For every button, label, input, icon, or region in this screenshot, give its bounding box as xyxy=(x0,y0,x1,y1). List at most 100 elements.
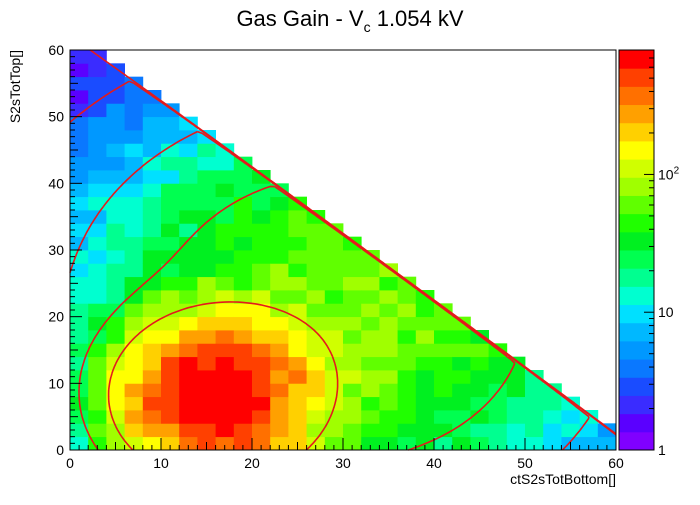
heatmap-bin xyxy=(197,236,216,251)
heatmap-bin xyxy=(233,290,253,304)
heatmap-bin xyxy=(270,210,289,224)
heatmap-bin xyxy=(197,343,216,358)
chart-title: Gas Gain - Vc 1.054 kV xyxy=(236,6,463,35)
heatmap-bin xyxy=(88,290,107,304)
color-bar-axis: 1 10 102 xyxy=(644,49,680,458)
heatmap-bin xyxy=(361,250,380,264)
heatmap-bin xyxy=(452,370,471,384)
heatmap-bin xyxy=(215,410,235,424)
heatmap-bin xyxy=(434,383,453,398)
heatmap-bin xyxy=(470,356,489,371)
heatmap-bin xyxy=(70,76,89,91)
heatmap-bin xyxy=(397,316,417,331)
heatmap-bin xyxy=(124,276,144,291)
heatmap-bin xyxy=(252,290,271,304)
heatmap-bin xyxy=(452,396,471,411)
heatmap-bin xyxy=(88,170,107,184)
heatmap-bin xyxy=(233,410,253,424)
heatmap-bin xyxy=(197,370,216,384)
color-bar-segment xyxy=(619,322,654,342)
heatmap-bin xyxy=(288,370,307,384)
heatmap-bin xyxy=(579,436,599,451)
heatmap-bin xyxy=(161,210,180,224)
heatmap-bin xyxy=(470,383,489,398)
heatmap-bin xyxy=(106,90,125,104)
heatmap-bin xyxy=(106,343,125,358)
heatmap-bin xyxy=(397,423,417,438)
heatmap-bin xyxy=(288,383,307,398)
heatmap-bin xyxy=(324,250,344,264)
heatmap-bin xyxy=(161,423,180,438)
y-tick-label: 30 xyxy=(48,242,64,258)
heatmap-bin xyxy=(179,236,198,251)
color-bar-segment xyxy=(619,213,654,233)
heatmap-bin xyxy=(88,223,107,238)
heatmap-bin xyxy=(124,183,144,198)
heatmap-bin xyxy=(124,116,144,131)
heatmap-bin xyxy=(397,330,417,344)
heatmap-bin xyxy=(525,383,544,398)
heatmap-bin xyxy=(306,370,326,384)
heatmap-bin xyxy=(124,103,144,118)
heatmap-bin xyxy=(88,343,107,358)
heatmap-bin xyxy=(70,423,89,438)
heatmap-bin xyxy=(215,223,235,238)
heatmap-bin xyxy=(142,370,162,384)
heatmap-bin xyxy=(161,383,180,398)
color-bar-segment xyxy=(619,413,654,433)
heatmap-bin xyxy=(270,316,289,331)
heatmap-bin xyxy=(306,396,326,411)
heatmap-bin xyxy=(233,210,253,224)
heatmap-bin xyxy=(106,196,125,211)
color-bar-tick-label: 1 xyxy=(658,442,666,458)
y-tick-label: 60 xyxy=(48,42,64,58)
heatmap-bin xyxy=(124,423,144,438)
heatmap-bin xyxy=(142,170,162,184)
color-bar-tick-label: 102 xyxy=(658,165,680,182)
heatmap-bin xyxy=(124,170,144,184)
heatmap-bin xyxy=(179,330,198,344)
heatmap-bin xyxy=(70,330,89,344)
contour-lines xyxy=(69,49,617,451)
chart-title-main: Gas Gain - V xyxy=(236,6,363,31)
y-axis-label: S2sTotTop[] xyxy=(7,50,23,123)
heatmap-bin xyxy=(525,436,544,451)
heatmap-bin xyxy=(270,423,289,438)
heatmap-bin xyxy=(215,356,235,371)
heatmap-bin xyxy=(88,303,107,318)
heatmap-bin xyxy=(142,383,162,398)
heatmap-bin xyxy=(233,436,253,451)
heatmap-bin xyxy=(343,250,362,264)
heatmap-bin xyxy=(252,210,271,224)
heatmap-bin xyxy=(288,263,307,278)
color-bar-segment xyxy=(619,140,654,160)
heatmap-bin xyxy=(270,383,289,398)
heatmap-bin xyxy=(70,276,89,291)
heatmap-bin xyxy=(561,410,580,424)
heatmap-bin xyxy=(252,263,271,278)
heatmap-bin xyxy=(343,276,362,291)
heatmap-bin xyxy=(543,410,562,424)
heatmap-bin xyxy=(106,316,125,331)
heatmap-bin xyxy=(543,383,562,398)
heatmap-bin xyxy=(233,170,253,184)
heatmap-bin xyxy=(215,250,235,264)
heatmap-bin xyxy=(161,116,180,131)
heatmap-bin xyxy=(215,170,235,184)
heatmap-bin xyxy=(324,423,344,438)
heatmap-bin xyxy=(597,436,617,451)
y-tick-label: 0 xyxy=(56,442,64,458)
heatmap-bin xyxy=(343,423,362,438)
heatmap-bin xyxy=(124,303,144,318)
heatmap-bin xyxy=(124,223,144,238)
heatmap-bin xyxy=(179,423,198,438)
heatmap-bin xyxy=(88,410,107,424)
heatmap-bin xyxy=(434,410,453,424)
heatmap-bin xyxy=(397,383,417,398)
heatmap-bin xyxy=(252,196,271,211)
heatmap-bin xyxy=(252,276,271,291)
heatmap-bin xyxy=(106,170,125,184)
heatmap-bin xyxy=(415,370,435,384)
heatmap-bin xyxy=(179,116,198,131)
color-bar-segment xyxy=(619,159,654,178)
